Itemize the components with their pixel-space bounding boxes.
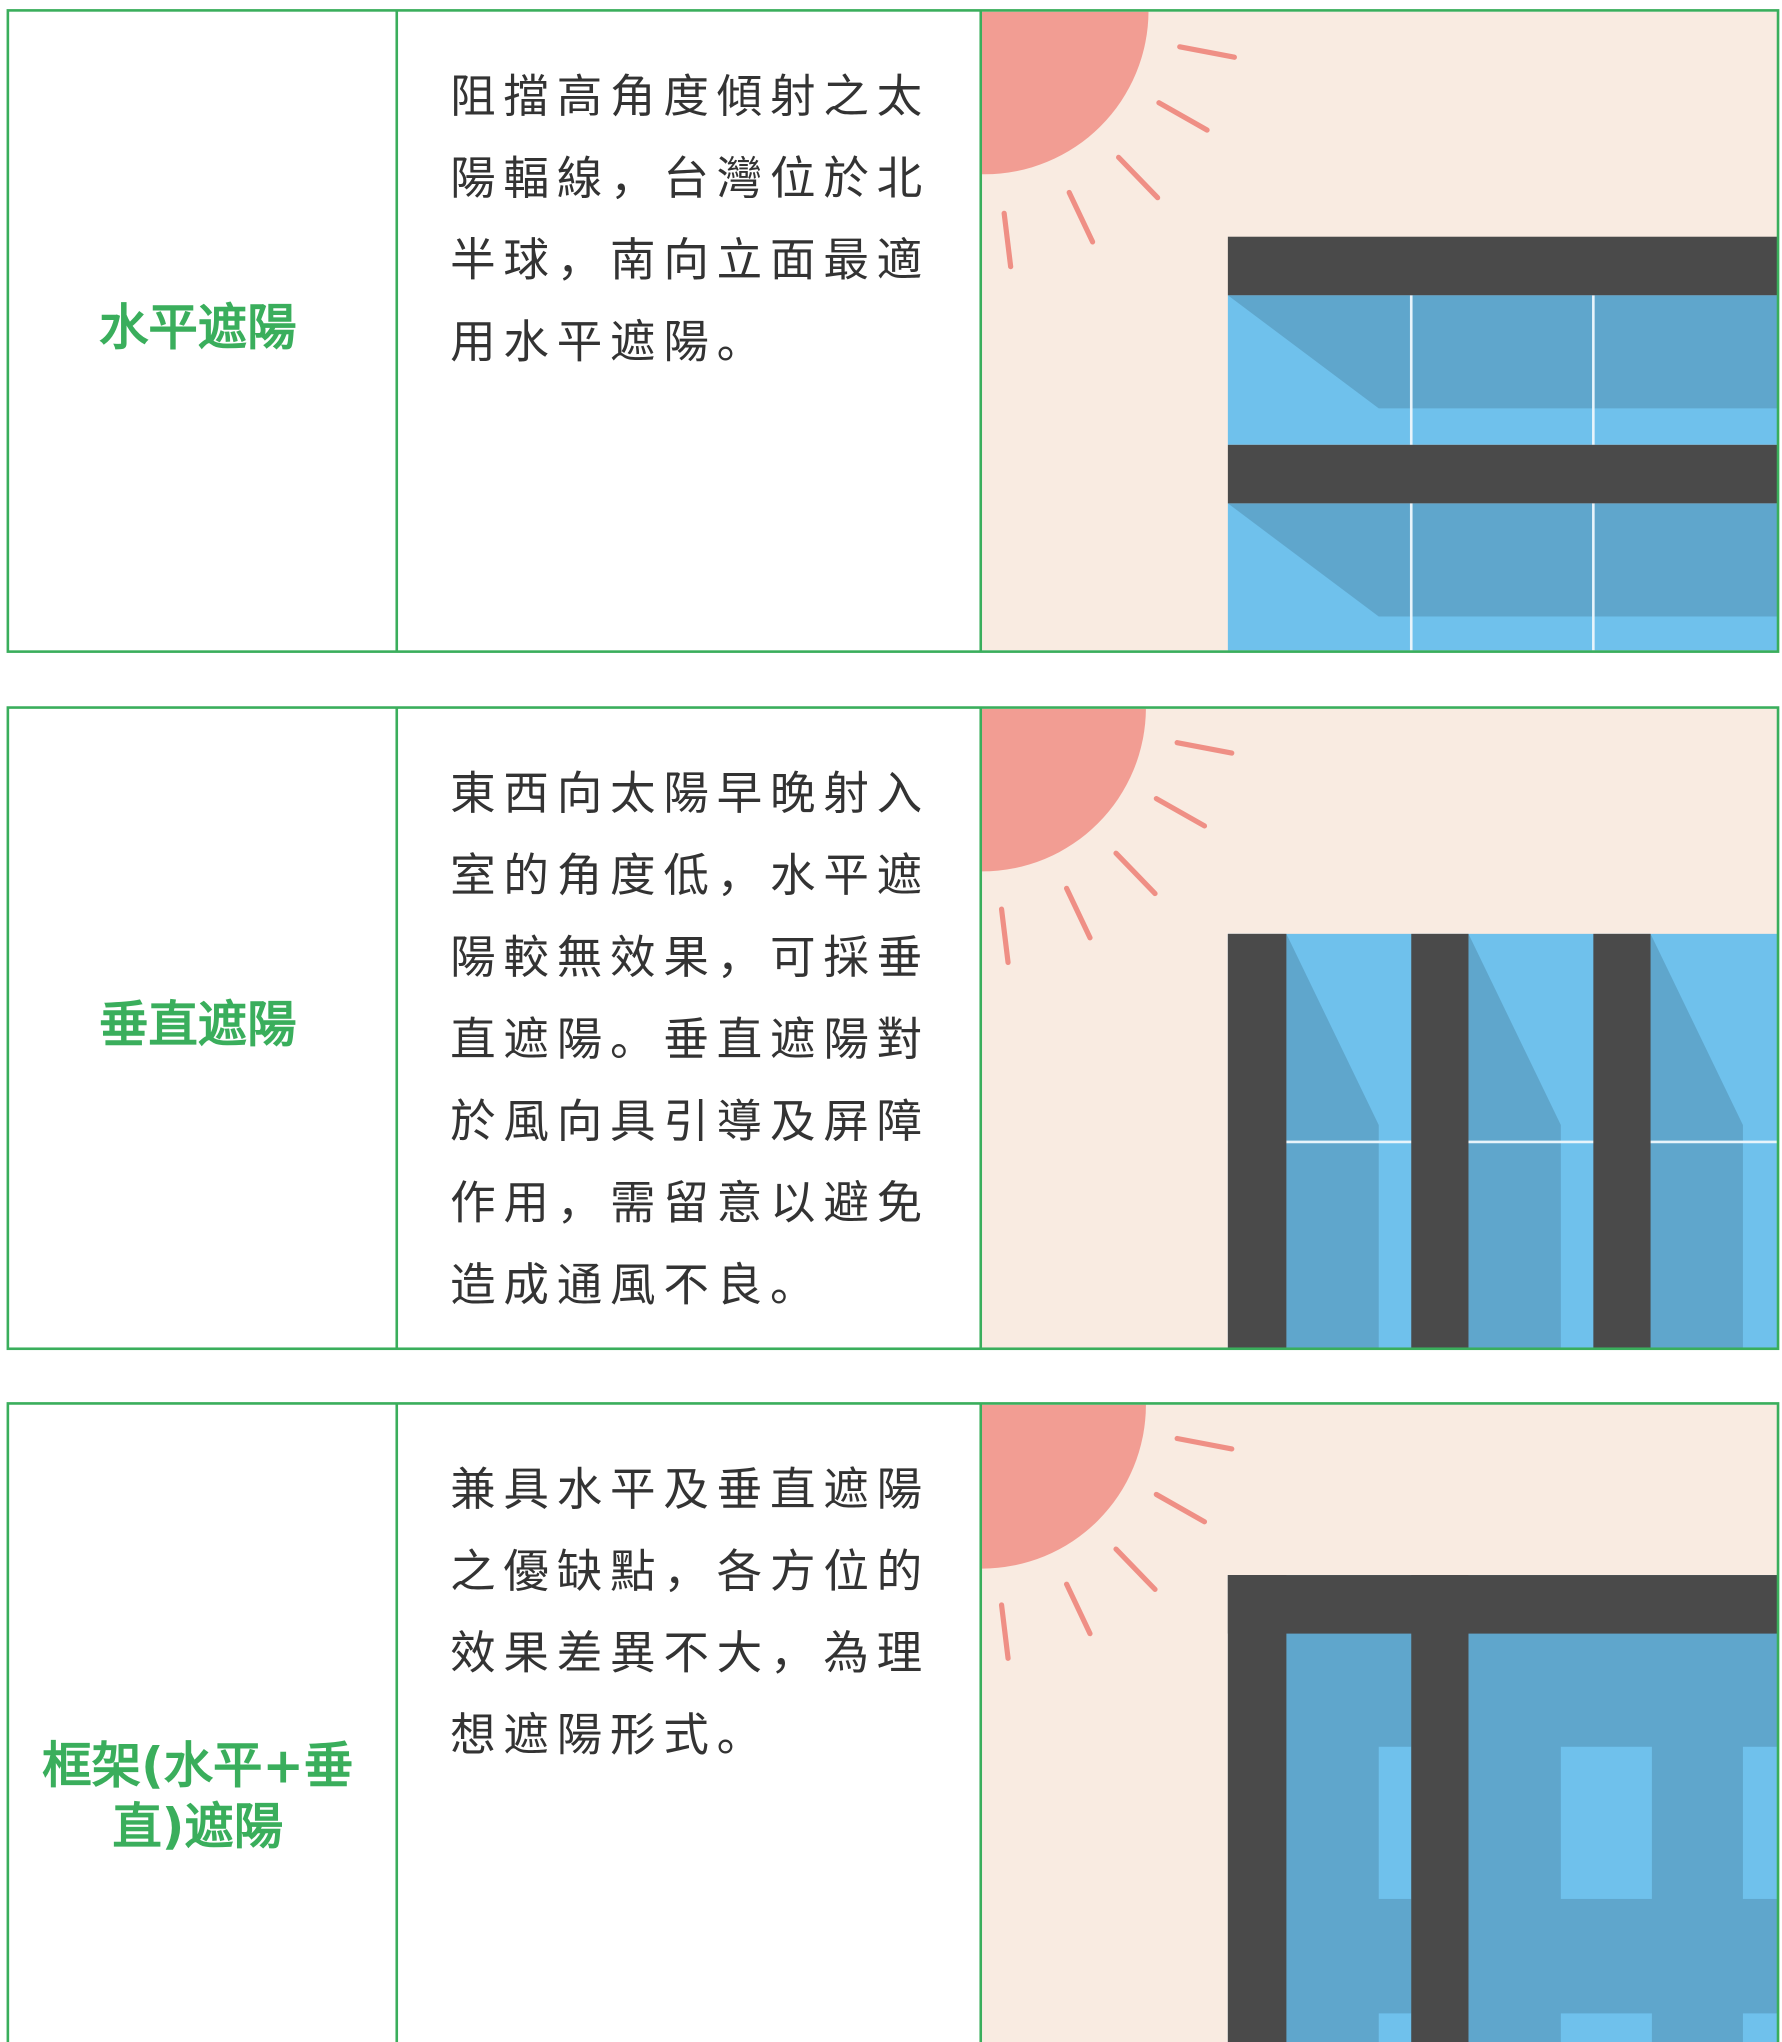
row-description: 想遮陽形式。 <box>450 1709 770 1762</box>
frame-shading-illustration <box>982 1404 1779 2042</box>
row-description: 東西向太陽早晚射入 <box>450 767 930 820</box>
row-label: 框架(水平+垂 <box>42 1736 353 1794</box>
row-description: 造成通風不良。 <box>450 1259 823 1312</box>
row-description: 阻擋高角度傾射之太 <box>450 70 930 123</box>
table-texts: 水平遮陽 阻擋高角度傾射之太陽輻線，台灣位於北半球，南向立面最適用水平遮陽。垂直遮… <box>42 70 930 1856</box>
row-description: 於風向具引導及屏障 <box>450 1095 930 1148</box>
row-description: 之優缺點，各方位的 <box>450 1545 930 1598</box>
row-description: 室的角度低，水平遮 <box>450 849 930 902</box>
horizontal-shading-illustration <box>982 11 1779 651</box>
row-description: 陽較無效果，可採垂 <box>450 931 930 984</box>
table-borders <box>6 9 1780 2042</box>
row-description: 直遮陽。垂直遮陽對 <box>450 1013 930 1066</box>
row-label: 直)遮陽 <box>112 1797 283 1855</box>
row-description: 陽輻線，台灣位於北 <box>450 152 930 205</box>
row-description: 作用，需留意以避免 <box>450 1177 930 1230</box>
row-description: 用水平遮陽。 <box>450 316 770 369</box>
row-label: 垂直遮陽 <box>99 996 297 1054</box>
row-description: 半球，南向立面最適 <box>450 234 930 287</box>
row-label: 水平遮陽 <box>99 299 297 357</box>
row-description: 兼具水平及垂直遮陽 <box>450 1463 930 1516</box>
vertical-shading-illustration <box>982 708 1779 1348</box>
row-description: 效果差異不大，為理 <box>450 1627 930 1680</box>
